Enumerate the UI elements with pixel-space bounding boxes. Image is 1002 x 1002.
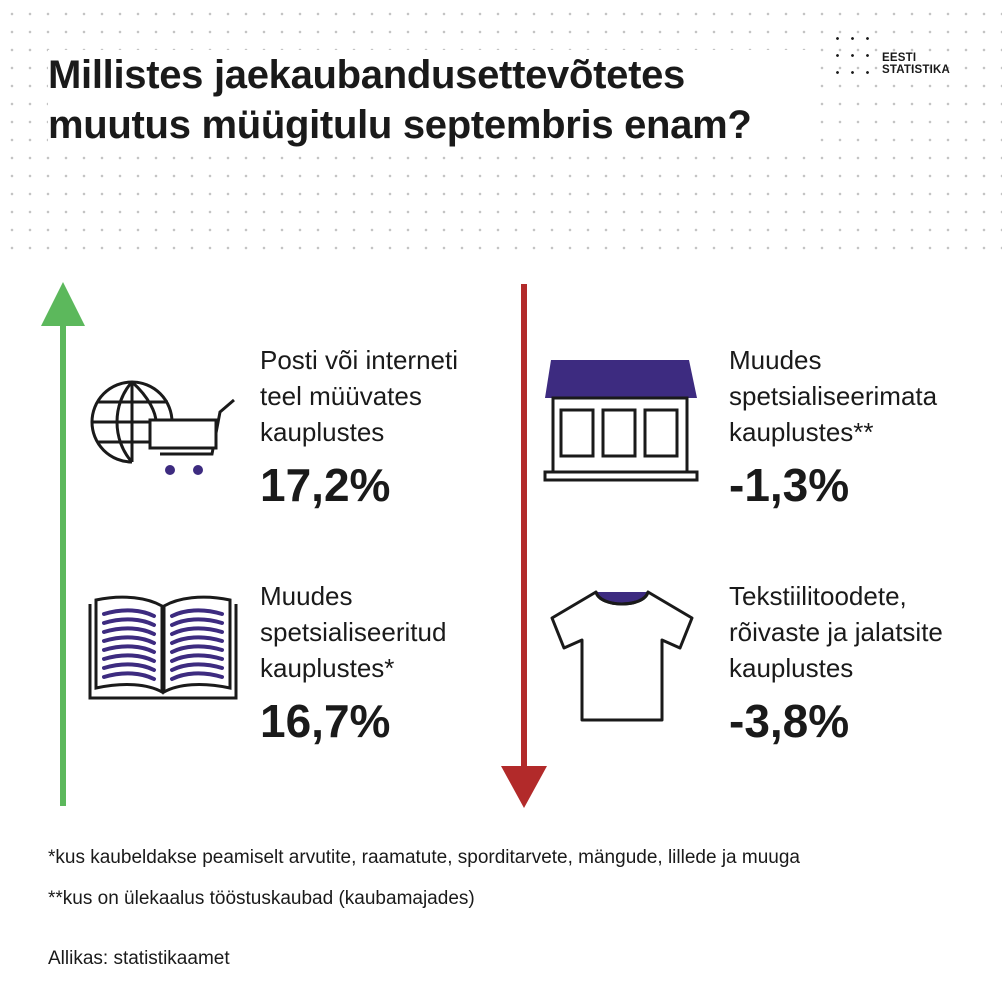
category-value: 16,7% <box>260 695 391 747</box>
t-shirt-icon <box>550 590 694 722</box>
source-note: Allikas: statistikaamet <box>48 948 230 969</box>
category-value: -1,3% <box>729 459 850 511</box>
category-label: Posti või interneti teel müüvates kauplu… <box>260 345 458 447</box>
up-arrow-icon <box>41 282 85 806</box>
category-specialised-stores: Muudes spetsialiseeritud kauplustes* 16,… <box>260 578 446 752</box>
logo-dots <box>830 30 874 82</box>
category-value: 17,2% <box>260 459 391 511</box>
category-value: -3,8% <box>729 695 850 747</box>
category-label: Muudes spetsialiseeritud kauplustes* <box>260 581 447 683</box>
store-icon <box>543 360 699 482</box>
logo-line-1: EESTI <box>882 52 917 64</box>
category-label: Tekstiilitoodete, rõivaste ja jalatsite … <box>729 581 943 683</box>
category-label: Muudes spetsialiseerimata kauplustes** <box>729 345 938 447</box>
category-online-stores: Posti või interneti teel müüvates kauplu… <box>260 342 458 516</box>
logo: EESTI STATISTIKA <box>830 30 980 82</box>
page-title: Millistes jaekaubandusettevõtetes muutus… <box>48 50 808 150</box>
open-book-icon <box>88 595 238 700</box>
footnote-2: **kus on ülekaalus tööstuskaubad (kaubam… <box>48 888 475 909</box>
down-arrow-icon <box>501 284 547 808</box>
category-textile-stores: Tekstiilitoodete, rõivaste ja jalatsite … <box>729 578 943 752</box>
globe-cart-icon <box>90 380 235 475</box>
logo-line-2: STATISTIKA <box>882 64 951 76</box>
logo-text: EESTI STATISTIKA <box>882 52 950 76</box>
category-non-specialised-stores: Muudes spetsialiseerimata kauplustes** -… <box>729 342 937 516</box>
footnote-1: *kus kaubeldakse peamiselt arvutite, raa… <box>48 847 800 868</box>
